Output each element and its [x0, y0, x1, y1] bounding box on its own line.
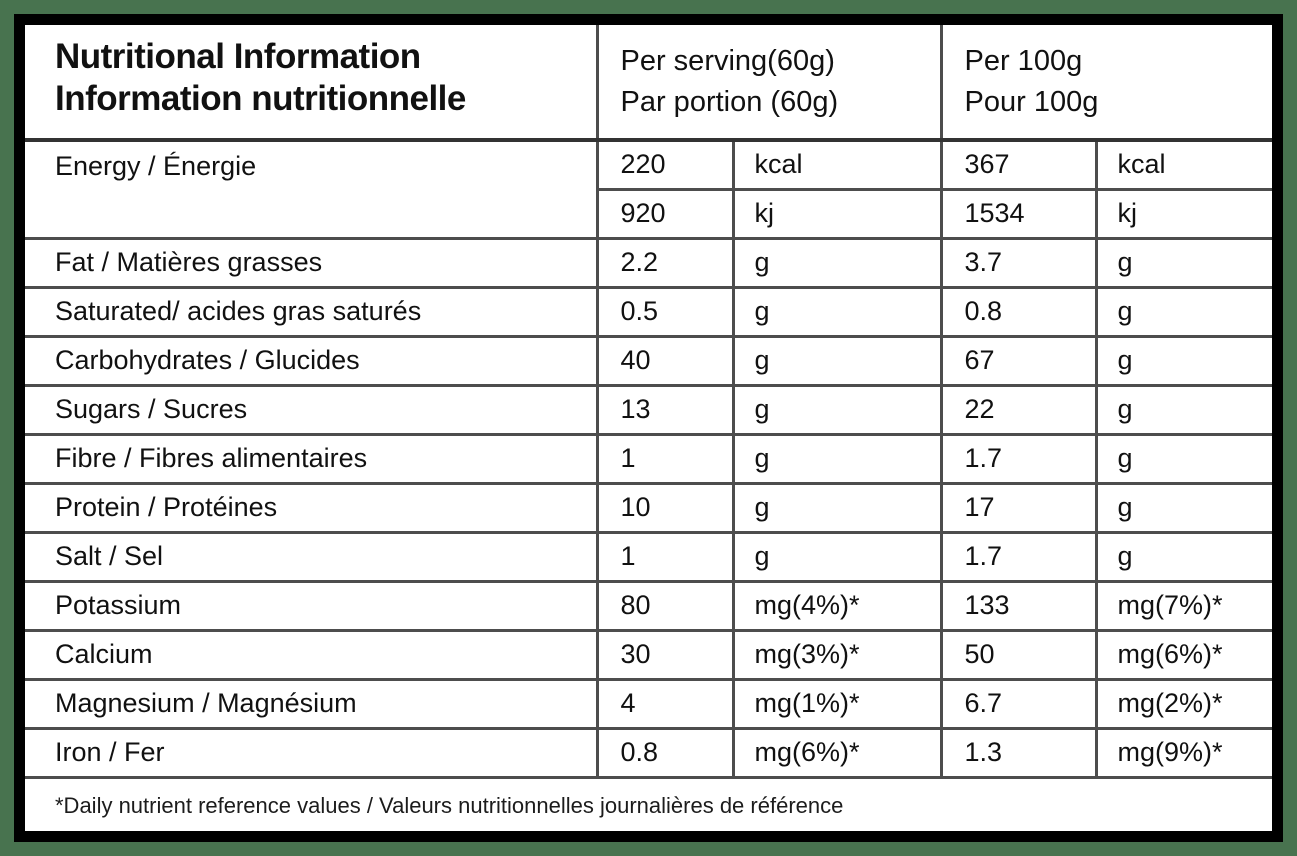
nutrient-label: Salt / Sel	[25, 530, 599, 581]
per100g-value: 1534	[941, 187, 1098, 238]
per100g-unit: mg(2%)*	[1096, 677, 1273, 728]
serving-unit: g	[733, 530, 943, 581]
table-row-fat: Fat / Matières grasses 2.2 g 3.7 g	[25, 236, 1273, 287]
label-frame: Nutritional Information Information nutr…	[14, 14, 1283, 842]
serving-value: 0.5	[597, 285, 735, 336]
serving-value: 1	[597, 432, 735, 483]
serving-value: 0.8	[597, 726, 735, 777]
serving-unit: mg(6%)*	[733, 726, 943, 777]
per100g-unit: g	[1096, 383, 1273, 434]
per100g-value: 1.7	[941, 530, 1098, 581]
per-100g-line-en: Per 100g	[964, 45, 1083, 78]
per100g-value: 367	[941, 138, 1098, 189]
serving-unit: mg(4%)*	[733, 579, 943, 630]
per100g-unit: g	[1096, 481, 1273, 532]
per100g-value: 50	[941, 628, 1098, 679]
serving-unit: mg(1%)*	[733, 677, 943, 728]
serving-value: 30	[597, 628, 735, 679]
nutrient-label: Protein / Protéines	[25, 481, 599, 532]
per-serving-line-en: Per serving(60g)	[620, 45, 835, 78]
per100g-value: 67	[941, 334, 1098, 385]
serving-value: 40	[597, 334, 735, 385]
nutrient-label: Potassium	[25, 579, 599, 630]
serving-unit: mg(3%)*	[733, 628, 943, 679]
nutrient-label: Fat / Matières grasses	[25, 236, 599, 287]
per100g-unit: g	[1096, 236, 1273, 287]
table-row-protein: Protein / Protéines 10 g 17 g	[25, 481, 1273, 532]
table-row-magnesium: Magnesium / Magnésium 4 mg(1%)* 6.7 mg(2…	[25, 677, 1273, 728]
table-row-potassium: Potassium 80 mg(4%)* 133 mg(7%)*	[25, 579, 1273, 630]
serving-value: 80	[597, 579, 735, 630]
table-row-salt: Salt / Sel 1 g 1.7 g	[25, 530, 1273, 581]
serving-value: 220	[597, 138, 735, 189]
per100g-value: 22	[941, 383, 1098, 434]
title-line-fr: Information nutritionnelle	[55, 78, 466, 118]
nutrient-label: Fibre / Fibres alimentaires	[25, 432, 599, 483]
nutrient-label: Calcium	[25, 628, 599, 679]
header-col-per-serving: Per serving(60g) Par portion (60g)	[597, 25, 943, 142]
serving-value: 10	[597, 481, 735, 532]
per100g-value: 0.8	[941, 285, 1098, 336]
header-col-per-100g: Per 100g Pour 100g	[941, 25, 1273, 142]
serving-unit: g	[733, 383, 943, 434]
table-row-energy-kcal: Energy / Énergie 220 kcal 367 kcal	[25, 138, 1273, 238]
table-row-iron: Iron / Fer 0.8 mg(6%)* 1.3 mg(9%)*	[25, 726, 1273, 777]
title-line-en: Nutritional Information	[55, 37, 421, 77]
table-title: Nutritional Information Information nutr…	[25, 25, 599, 142]
table-row-saturated: Saturated/ acides gras saturés 0.5 g 0.8…	[25, 285, 1273, 336]
per100g-unit: kcal	[1096, 138, 1273, 189]
serving-unit: g	[733, 334, 943, 385]
per100g-unit: g	[1096, 530, 1273, 581]
serving-unit: g	[733, 236, 943, 287]
nutrient-label: Saturated/ acides gras saturés	[25, 285, 599, 336]
footnote: *Daily nutrient reference values / Valeu…	[25, 775, 1273, 831]
per-serving-line-fr: Par portion (60g)	[620, 85, 839, 118]
serving-value: 920	[597, 187, 735, 238]
nutrient-label: Sugars / Sucres	[25, 383, 599, 434]
table-row-fibre: Fibre / Fibres alimentaires 1 g 1.7 g	[25, 432, 1273, 483]
serving-unit: g	[733, 432, 943, 483]
serving-value: 4	[597, 677, 735, 728]
header-row: Nutritional Information Information nutr…	[25, 25, 1273, 142]
per100g-value: 133	[941, 579, 1098, 630]
per-100g-line-fr: Pour 100g	[964, 85, 1099, 118]
per100g-unit: g	[1096, 432, 1273, 483]
serving-unit: g	[733, 285, 943, 336]
serving-value: 13	[597, 383, 735, 434]
per100g-unit: mg(7%)*	[1096, 579, 1273, 630]
nutrient-label: Carbohydrates / Glucides	[25, 334, 599, 385]
table-row-calcium: Calcium 30 mg(3%)* 50 mg(6%)*	[25, 628, 1273, 679]
nutrient-label: Iron / Fer	[25, 726, 599, 777]
per100g-value: 17	[941, 481, 1098, 532]
table-row-sugars: Sugars / Sucres 13 g 22 g	[25, 383, 1273, 434]
per100g-unit: g	[1096, 334, 1273, 385]
table-row-carbohydrates: Carbohydrates / Glucides 40 g 67 g	[25, 334, 1273, 385]
per100g-unit: mg(9%)*	[1096, 726, 1273, 777]
per100g-value: 1.7	[941, 432, 1098, 483]
serving-unit: kj	[733, 187, 943, 238]
table-row-energy-kj: 920 kj 1534 kj	[25, 187, 1273, 238]
serving-unit: kcal	[733, 138, 943, 189]
per100g-unit: g	[1096, 285, 1273, 336]
serving-value: 2.2	[597, 236, 735, 287]
nutrient-label: Magnesium / Magnésium	[25, 677, 599, 728]
per100g-value: 6.7	[941, 677, 1098, 728]
nutrition-table: Nutritional Information Information nutr…	[25, 25, 1273, 831]
footer-row: *Daily nutrient reference values / Valeu…	[25, 775, 1273, 831]
nutrient-label: Energy / Énergie	[25, 138, 599, 238]
per100g-value: 1.3	[941, 726, 1098, 777]
per100g-value: 3.7	[941, 236, 1098, 287]
per100g-unit: kj	[1096, 187, 1273, 238]
serving-unit: g	[733, 481, 943, 532]
per100g-unit: mg(6%)*	[1096, 628, 1273, 679]
serving-value: 1	[597, 530, 735, 581]
